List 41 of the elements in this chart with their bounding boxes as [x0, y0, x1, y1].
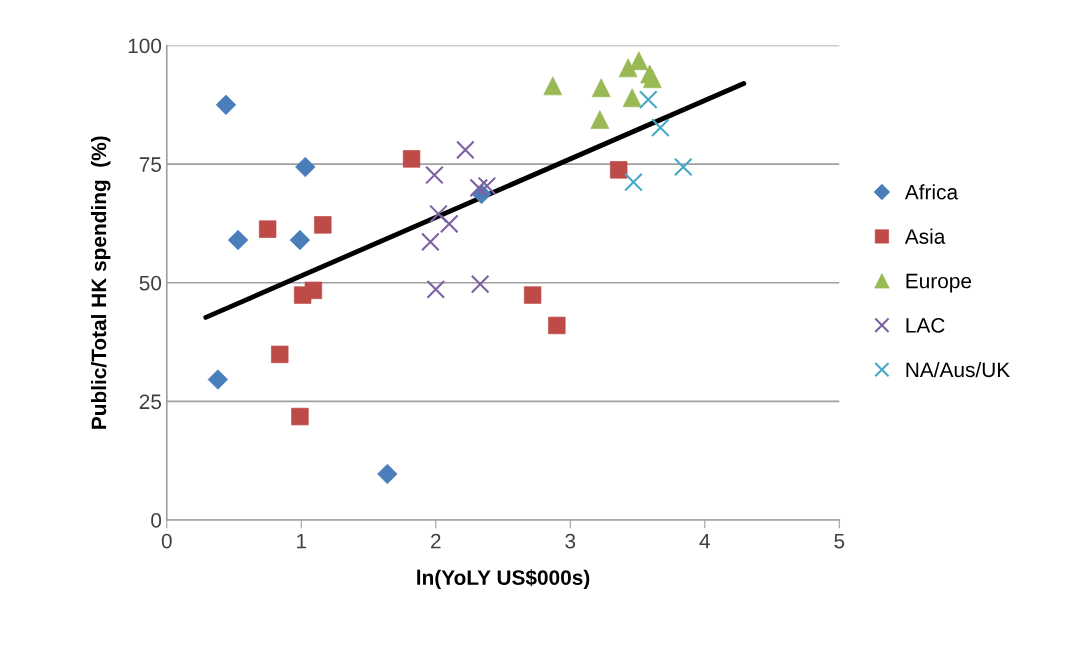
point	[523, 286, 542, 304]
point	[629, 51, 649, 71]
x-tick-label: 5	[834, 533, 845, 549]
point	[295, 156, 316, 178]
legend-label: LAC	[906, 318, 945, 333]
y-tick-label: 0	[151, 513, 162, 528]
point	[304, 281, 323, 300]
y-tick-label: 100	[128, 38, 162, 54]
point	[456, 140, 475, 160]
point	[470, 274, 490, 294]
y-tick-label: 25	[139, 394, 162, 410]
x-tick-label: 4	[699, 533, 710, 549]
point	[638, 90, 658, 109]
x-tick-label: 1	[297, 533, 307, 549]
y-tick-label: 50	[139, 275, 162, 291]
point	[291, 407, 309, 426]
x-axis-title: ln(YoLY US$000s)	[417, 569, 590, 590]
x-tick-label: 2	[431, 533, 441, 549]
point	[651, 118, 670, 137]
point	[673, 157, 693, 177]
point	[426, 280, 446, 299]
y-tick-label: 75	[139, 157, 162, 172]
point	[271, 345, 289, 364]
legend-label: Asia	[904, 228, 946, 244]
point	[624, 172, 643, 192]
point	[377, 463, 398, 485]
x-tick-label: 0	[161, 533, 172, 549]
y-axis-title: Public/Total HK spending (%)	[90, 136, 111, 429]
legend-label: Europe	[906, 273, 972, 293]
legend-label: Africa	[904, 184, 959, 200]
point	[622, 88, 642, 108]
point	[469, 178, 489, 198]
point	[429, 204, 448, 224]
point	[314, 216, 332, 234]
point	[439, 214, 459, 234]
point	[421, 232, 440, 252]
point	[477, 176, 497, 196]
x-tick-label: 3	[565, 533, 576, 549]
point	[590, 110, 610, 129]
point	[425, 165, 444, 185]
legend-label: NA/Aus/UK	[906, 361, 1010, 378]
